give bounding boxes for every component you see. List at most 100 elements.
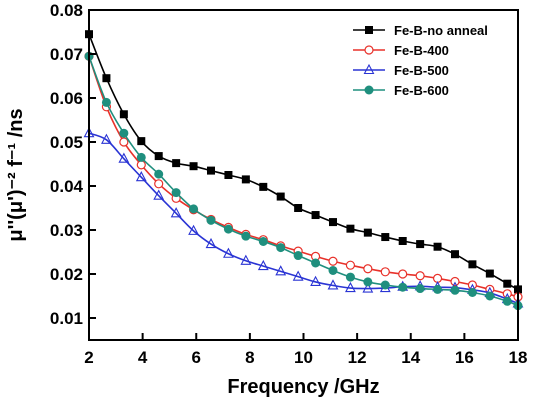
y-tick-label: 0.08 [50,1,83,20]
data-point [205,237,217,249]
data-point [136,152,146,162]
data-point [416,240,425,249]
y-tick-label: 0.04 [50,177,84,196]
data-point [345,272,355,282]
data-point [415,284,425,294]
legend-marker [365,26,373,34]
x-tick-label: 14 [401,348,420,367]
y-tick-label: 0.02 [50,265,83,284]
y-tick-label: 0.03 [50,221,83,240]
data-point [467,287,477,297]
data-point [468,260,477,269]
legend-item: Fe-B-no anneal [353,23,488,38]
x-tick-label: 2 [84,348,93,367]
data-point [380,267,390,277]
data-point [345,260,356,270]
data-point [118,152,130,163]
data-point [362,282,374,293]
data-point [188,224,199,235]
data-point [450,250,459,259]
legend-item: Fe-B-500 [353,63,449,78]
data-point [311,211,320,220]
data-point [136,160,146,170]
legend-item: Fe-B-600 [353,83,449,98]
data-point [206,215,216,225]
data-point [310,275,321,286]
data-point [398,269,408,279]
data-point [258,236,268,246]
x-tick-label: 10 [294,348,313,367]
data-point [206,166,215,175]
data-point [171,188,181,198]
data-point [241,175,250,184]
data-point [363,277,373,287]
data-point [503,279,512,288]
data-point [223,224,233,234]
data-point [327,279,339,290]
data-point [189,204,199,214]
data-point [380,280,390,290]
data-point [170,207,182,218]
y-tick-label: 0.01 [50,309,83,328]
data-point [398,237,407,245]
data-point [485,269,494,278]
legend-marker [364,85,374,95]
data-point [381,233,390,242]
data-point [223,247,234,258]
x-tick-label: 4 [138,348,148,367]
data-point [172,159,181,168]
data-point [240,254,252,265]
x-tick-label: 6 [192,348,201,367]
data-point [257,259,269,271]
data-point [189,162,198,171]
data-point [433,242,442,251]
data-point [154,152,163,161]
legend-item: Fe-B-400 [353,43,449,58]
data-point [363,228,372,237]
data-point [137,137,146,146]
data-point [292,270,304,281]
data-point [293,251,303,261]
data-point [311,258,321,268]
data-point [135,171,147,182]
series-4 [84,51,523,311]
data-point [154,169,164,179]
data-point [224,171,233,179]
data-point [328,256,338,266]
axis-layer: 2 4 6 8 10 12 14 16 18 0.01 0.02 0.03 0.04 0.05 0.06 0.… [50,1,528,367]
data-point [346,224,355,233]
legend-label: Fe-B-500 [394,63,449,78]
data-point [328,265,338,275]
y-tick-label: 0.05 [50,133,83,152]
x-tick-label: 12 [348,348,367,367]
data-point [363,264,373,274]
data-point [119,128,129,138]
data-point [102,74,111,83]
data-point [154,179,164,189]
data-point [294,204,303,212]
data-point [119,137,129,147]
data-point [433,284,443,294]
data-point [328,218,337,227]
x-tick-label: 16 [455,348,474,367]
data-point [259,182,268,191]
legend-label: Fe-B-no anneal [394,23,488,38]
data-point [502,296,512,306]
data-point [485,291,495,301]
data-point [101,97,111,107]
x-tick-label: 8 [245,348,254,367]
data-point [345,281,356,293]
legend-marker [364,45,374,55]
y-tick-label: 0.06 [50,89,83,108]
legend-marker [363,63,375,75]
data-point [119,110,128,119]
legend: Fe-B-no anneal Fe-B-400 Fe-B-500 Fe-B-600 [353,23,488,98]
data-point [415,271,425,281]
data-point [276,192,285,201]
data-point [450,285,460,295]
x-tick-label: 18 [509,348,528,367]
data-point [276,243,286,253]
y-tick-label: 0.07 [50,45,83,64]
legend-label: Fe-B-600 [394,83,449,98]
